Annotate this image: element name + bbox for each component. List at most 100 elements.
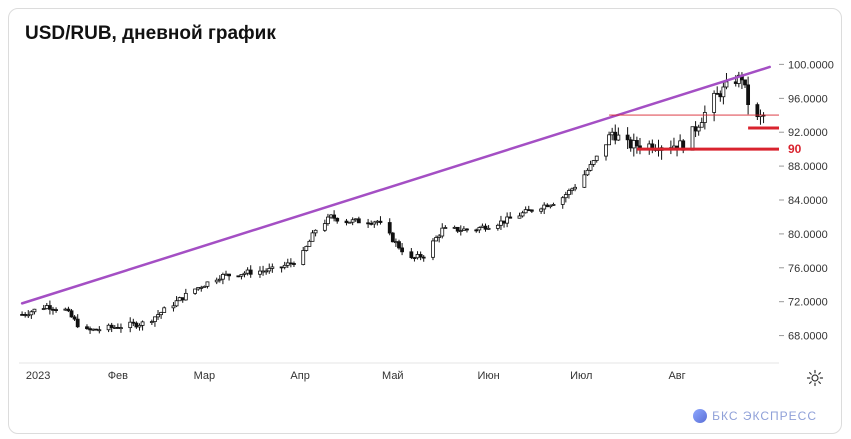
candle-body (270, 266, 275, 269)
x-tick-label: Авг (668, 370, 685, 382)
candle-body (387, 222, 392, 234)
candle-body (390, 232, 395, 243)
candle-body (335, 217, 340, 222)
candle-body (26, 314, 31, 317)
candle-body (115, 326, 120, 329)
candle-body (279, 266, 284, 269)
candle-body (109, 324, 114, 328)
candle-body (551, 204, 556, 206)
candle-body (32, 308, 37, 313)
candle-body (474, 229, 479, 232)
candle-body (465, 228, 469, 231)
candle-body (356, 218, 361, 224)
bks-logo-icon (693, 409, 708, 423)
x-tick-label: Мар (194, 370, 216, 382)
candle-body (202, 285, 207, 288)
candle-body (304, 246, 309, 251)
candle-body (495, 224, 500, 229)
candle-body (743, 79, 747, 86)
candle-body (625, 134, 630, 141)
candle-body (69, 310, 74, 318)
candle-body (347, 221, 352, 224)
x-tick-label: Июл (570, 370, 592, 382)
candle-body (332, 214, 337, 219)
candle-body (91, 328, 96, 331)
candle-body (51, 308, 55, 311)
candle-body (499, 220, 503, 226)
candle-body (523, 209, 528, 214)
candle-body (452, 226, 457, 229)
candle-body (85, 326, 89, 330)
candle-body (369, 222, 374, 225)
candle-body (560, 197, 565, 205)
candle-body (458, 230, 463, 232)
candle-body (242, 272, 247, 275)
candle-body (128, 321, 133, 329)
candle-body (171, 305, 176, 309)
candle-body (44, 305, 49, 309)
candle-body (588, 164, 593, 171)
candlestick-chart[interactable]: 100.0000 96.0000 92.0000 88.0000 84.0000 80.0… (9, 9, 841, 433)
chart-title: USD/RUB, дневной график (25, 23, 276, 44)
candle-body (131, 321, 136, 324)
candle-body (23, 314, 28, 316)
candle-body (134, 322, 139, 328)
candle-body (313, 229, 318, 234)
candle-body (502, 220, 506, 224)
candle-body (585, 169, 590, 176)
candle-body (613, 131, 618, 141)
y-tick-label: 76.0000 (788, 263, 828, 275)
candle-body (455, 226, 460, 232)
candle-body (443, 227, 448, 229)
candle-body (634, 140, 639, 147)
gear-icon[interactable] (806, 369, 824, 387)
candle-body (563, 194, 568, 199)
candle-body (307, 240, 312, 247)
candle-body (119, 327, 123, 330)
candle-body (440, 227, 445, 237)
candle-body (54, 309, 58, 311)
candle-body (400, 247, 404, 253)
candle-body (461, 228, 466, 231)
candle-body (248, 269, 253, 275)
candle-body (394, 241, 398, 244)
candle-body (539, 208, 544, 212)
candle-body (329, 214, 333, 218)
x-tick-label: Апр (290, 370, 309, 382)
candle-body (97, 329, 102, 332)
candle-body (712, 92, 717, 113)
candle-body (205, 281, 210, 287)
candle-body (310, 232, 315, 242)
candle-body (344, 220, 349, 224)
candle-body (156, 314, 160, 318)
candle-body (239, 274, 244, 277)
candle-body (301, 250, 306, 265)
candle-body (418, 254, 423, 258)
x-tick-label: Фев (108, 370, 128, 382)
candle-body (29, 311, 34, 316)
candle-body (75, 318, 80, 328)
candle-body (375, 220, 380, 223)
x-tick-label: 2023 (26, 370, 50, 382)
candle-body (542, 204, 547, 210)
candle-body (520, 212, 525, 217)
candle-body (282, 264, 287, 268)
candle-body (733, 81, 738, 84)
y-tick-label: 92.0000 (788, 127, 828, 139)
candle-body (483, 225, 488, 230)
candle-body (486, 227, 491, 230)
candle-body (693, 126, 698, 132)
candle-body (591, 160, 596, 165)
candle-body (137, 325, 142, 328)
y-tick-label: 100.0000 (788, 59, 834, 71)
candle-body (112, 326, 117, 329)
chart-card: USD/RUB, дневной график 100.0000 96.0000 9… (8, 8, 842, 434)
candle-body (221, 274, 225, 280)
candle-body (267, 268, 272, 272)
candle-body (227, 273, 231, 277)
candle-body (180, 297, 185, 301)
candle-body (264, 270, 269, 273)
candle-body (245, 269, 250, 274)
candle-body (480, 225, 485, 228)
y-tick-label: 80.0000 (788, 229, 828, 241)
